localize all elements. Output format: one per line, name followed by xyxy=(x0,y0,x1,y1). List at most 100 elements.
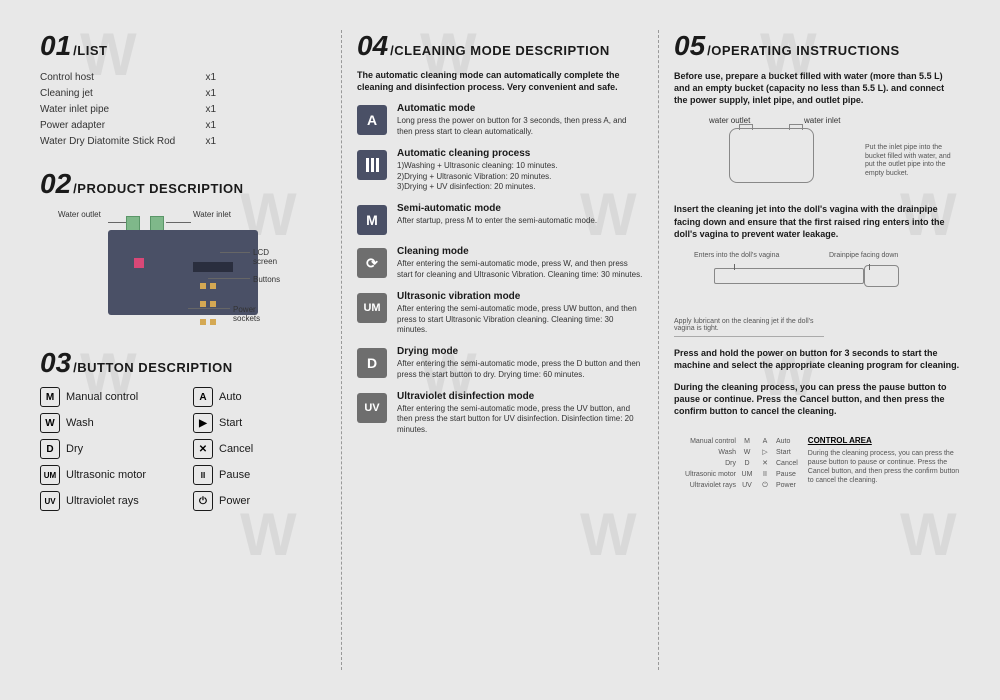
mode-body: Automatic mode Long press the power on b… xyxy=(397,103,643,137)
control-area: Manual controlMAAutoWashW▷StartDryD✕Canc… xyxy=(674,428,960,492)
control-title: CONTROL AREA xyxy=(808,436,960,445)
button-icon: ⏻ xyxy=(193,491,213,511)
control-legend: Manual controlMAAutoWashW▷StartDryD✕Canc… xyxy=(674,436,798,492)
list-row: Control hostx1 xyxy=(40,70,326,86)
label-water-inlet: Water inlet xyxy=(193,210,231,219)
mode-desc: After startup, press M to enter the semi… xyxy=(397,216,643,226)
button-label: Manual control xyxy=(66,391,138,403)
mode-desc: 1)Washing + Ultrasonic cleaning: 10 minu… xyxy=(397,161,643,192)
control-row: WashW▷Start xyxy=(674,447,798,458)
button-icon: W xyxy=(40,413,60,433)
mode-icon xyxy=(357,150,387,180)
button-icon: UM xyxy=(40,465,60,485)
button-item: M Manual control xyxy=(40,387,173,407)
mode-title: Ultrasonic vibration mode xyxy=(397,291,643,302)
button-icon: II xyxy=(193,465,213,485)
device-buttons xyxy=(198,278,218,332)
device-diagram: Water outlet Water inlet LCD screen Butt… xyxy=(88,210,278,325)
section-label: /CLEANING MODE DESCRIPTION xyxy=(390,43,610,58)
section-05-title: 05 /OPERATING INSTRUCTIONS xyxy=(674,30,960,62)
insert-text: Insert the cleaning jet into the doll's … xyxy=(674,203,960,239)
mode-body: Semi-automatic mode After startup, press… xyxy=(397,203,643,235)
label-drainpipe: Drainpipe facing down xyxy=(829,252,898,259)
button-icon: ✕ xyxy=(193,439,213,459)
mode-body: Ultrasonic vibration mode After entering… xyxy=(397,291,643,335)
button-label: Dry xyxy=(66,443,83,455)
button-label: Ultraviolet rays xyxy=(66,495,139,507)
button-label: Power xyxy=(219,495,250,507)
section-num: 03 xyxy=(40,347,71,379)
column-1: 01 /LIST Control hostx1Cleaning jetx1Wat… xyxy=(25,30,342,670)
bucket-note: Put the inlet pipe into the bucket fille… xyxy=(865,144,960,178)
mode-icon: UM xyxy=(357,293,387,323)
mode-icon: UV xyxy=(357,393,387,423)
section-num: 05 xyxy=(674,30,705,62)
column-2: 04 /CLEANING MODE DESCRIPTION The automa… xyxy=(342,30,659,670)
mode-title: Drying mode xyxy=(397,346,643,357)
section-num: 01 xyxy=(40,30,71,62)
mode-item: D Drying mode After entering the semi-au… xyxy=(357,346,643,380)
section-label: /PRODUCT DESCRIPTION xyxy=(73,181,243,196)
control-desc: During the cleaning process, you can pre… xyxy=(808,449,960,485)
mode-title: Semi-automatic mode xyxy=(397,203,643,214)
control-row: Ultraviolet raysUV⏻Power xyxy=(674,480,798,491)
mode-icon: ⟳ xyxy=(357,248,387,278)
button-icon: ▶ xyxy=(193,413,213,433)
button-item: ✕Cancel xyxy=(193,439,326,459)
mode-body: Automatic cleaning process 1)Washing + U… xyxy=(397,148,643,192)
button-icon: UV xyxy=(40,491,60,511)
mode-item: ⟳ Cleaning mode After entering the semi-… xyxy=(357,246,643,280)
button-item: ▶ Start xyxy=(193,413,326,433)
mode-icon: M xyxy=(357,205,387,235)
mode-title: Ultraviolet disinfection mode xyxy=(397,391,643,402)
label-water-outlet: Water outlet xyxy=(58,210,101,219)
device-lcd xyxy=(193,262,233,272)
section-num: 04 xyxy=(357,30,388,62)
mode-desc: Long press the power on button for 3 sec… xyxy=(397,116,643,137)
button-item: D Dry xyxy=(40,439,173,459)
control-row: Manual controlMAAuto xyxy=(674,436,798,447)
button-label: Pause xyxy=(219,469,250,481)
operating-intro: Before use, prepare a bucket filled with… xyxy=(674,70,960,106)
button-item: II Pause xyxy=(193,465,326,485)
button-icon: M xyxy=(40,387,60,407)
mode-desc: After entering the semi-automatic mode, … xyxy=(397,304,643,335)
mode-title: Automatic mode xyxy=(397,103,643,114)
button-item: UM Ultrasonic motor xyxy=(40,465,173,485)
control-row: DryD✕Cancel xyxy=(674,458,798,469)
label-buttons: Buttons xyxy=(253,275,280,284)
button-item: ⏻ Power xyxy=(193,491,326,511)
device-body xyxy=(108,230,258,315)
mode-title: Automatic cleaning process xyxy=(397,148,643,159)
button-item: UV Ultraviolet rays xyxy=(40,491,173,511)
list-row: Power adapterx1 xyxy=(40,118,326,134)
button-icon: D xyxy=(40,439,60,459)
section-01-title: 01 /LIST xyxy=(40,30,326,62)
button-label: Auto xyxy=(219,391,242,403)
jet-note: Apply lubricant on the cleaning jet if t… xyxy=(674,318,824,337)
mode-desc: After entering the semi-automatic mode, … xyxy=(397,259,643,280)
bucket-diagram: water outlet water inlet Put the inlet p… xyxy=(674,116,960,191)
mode-icon: D xyxy=(357,348,387,378)
mode-body: Drying mode After entering the semi-auto… xyxy=(397,346,643,380)
button-label: Wash xyxy=(66,417,94,429)
label-water-inlet: water inlet xyxy=(804,116,840,125)
mode-title: Cleaning mode xyxy=(397,246,643,257)
section-label: /BUTTON DESCRIPTION xyxy=(73,360,233,375)
section-label: /OPERATING INSTRUCTIONS xyxy=(707,43,900,58)
mode-item: Automatic cleaning process 1)Washing + U… xyxy=(357,148,643,192)
jet-diagram: Enters into the doll's vagina Drainpipe … xyxy=(674,250,960,310)
modes-list: A Automatic mode Long press the power on… xyxy=(357,103,643,435)
during-text: During the cleaning process, you can pre… xyxy=(674,381,960,417)
button-label: Start xyxy=(219,417,242,429)
button-icon: A xyxy=(193,387,213,407)
mode-desc: After entering the semi-automatic mode, … xyxy=(397,359,643,380)
list-row: Cleaning jetx1 xyxy=(40,86,326,102)
mode-body: Ultraviolet disinfection mode After ente… xyxy=(397,391,643,435)
list-items: Control hostx1Cleaning jetx1Water inlet … xyxy=(40,70,326,150)
section-04-title: 04 /CLEANING MODE DESCRIPTION xyxy=(357,30,643,62)
section-03-title: 03 /BUTTON DESCRIPTION xyxy=(40,347,326,379)
button-label: Ultrasonic motor xyxy=(66,469,146,481)
cleaning-intro: The automatic cleaning mode can automati… xyxy=(357,70,643,93)
label-enters: Enters into the doll's vagina xyxy=(694,252,779,259)
